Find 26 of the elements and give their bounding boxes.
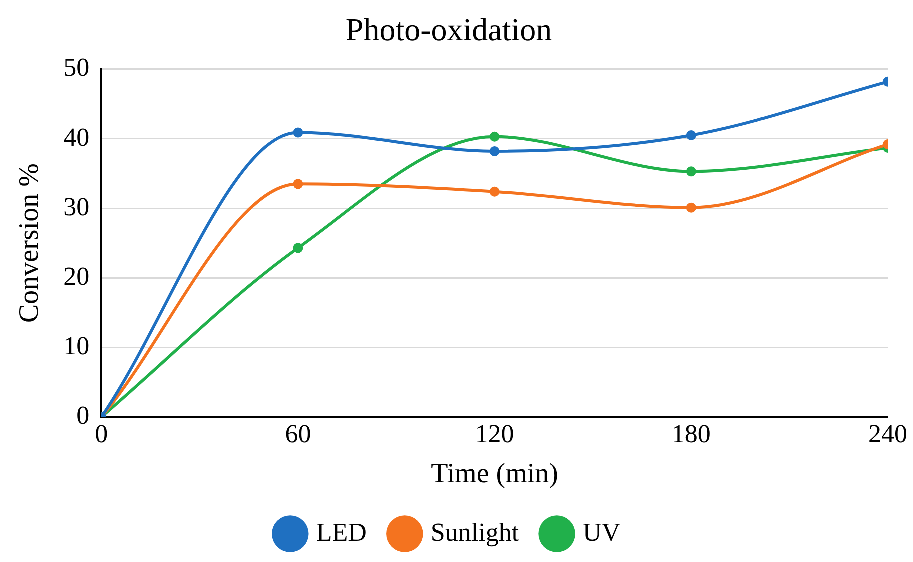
point [490, 146, 500, 156]
x-tick-label: 60 [285, 420, 312, 449]
point [293, 128, 304, 138]
legend-label: Sunlight [430, 518, 520, 547]
y-tick-label: 10 [64, 331, 90, 360]
y-axis-title: Conversion % [14, 164, 46, 324]
legend-label: LED [316, 518, 367, 547]
y-tick-label: 50 [64, 53, 90, 82]
y-tick-label: 40 [64, 122, 90, 152]
x-tick-label: 120 [475, 420, 514, 449]
point [490, 132, 500, 142]
point [686, 130, 696, 140]
x-tick-label: 0 [95, 420, 108, 449]
x-tick-label: 180 [672, 420, 711, 449]
point [293, 179, 304, 190]
chart-title: Photo-oxidation [346, 12, 552, 48]
point [490, 186, 500, 197]
point [686, 166, 696, 177]
y-tick-label: 30 [64, 192, 90, 222]
y-tick-label: 20 [64, 262, 90, 291]
point [293, 243, 304, 254]
legend-label: UV [583, 518, 621, 547]
x-tick-label: 240 [868, 420, 908, 449]
x-axis-title: Time (min) [431, 458, 558, 490]
y-tick-label: 0 [76, 401, 90, 430]
point [686, 202, 696, 213]
